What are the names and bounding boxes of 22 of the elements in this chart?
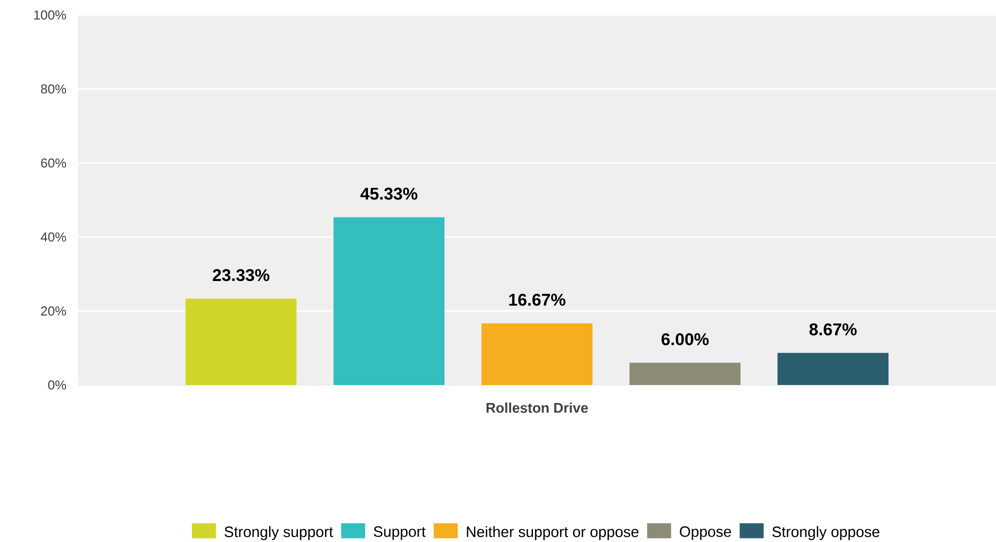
bar <box>482 323 593 385</box>
y-tick-label: 60% <box>41 158 66 168</box>
bar <box>778 352 889 385</box>
legend-label: Strongly oppose <box>772 526 880 540</box>
data-label: 8.67% <box>809 323 857 336</box>
y-tick-label: 0% <box>48 380 66 390</box>
bar <box>334 217 445 385</box>
legend-label: Strongly support <box>224 526 334 540</box>
data-label: 6.00% <box>662 333 709 346</box>
legend-label: Oppose <box>680 526 731 540</box>
y-tick-label: 100% <box>34 10 66 20</box>
y-tick-label: 40% <box>40 232 66 242</box>
legend-label: Support <box>374 526 426 540</box>
data-label: 16.67% <box>509 294 566 306</box>
data-label: 45.33% <box>360 188 418 200</box>
legend-label: Neither support or oppose <box>466 526 638 540</box>
y-tick-label: 20% <box>41 306 66 316</box>
data-label: 23.33% <box>212 269 270 282</box>
x-tick-label: Rolleston Drive <box>486 402 588 413</box>
bar <box>630 362 741 385</box>
y-tick-label: 80% <box>41 84 66 94</box>
bar <box>186 298 297 385</box>
